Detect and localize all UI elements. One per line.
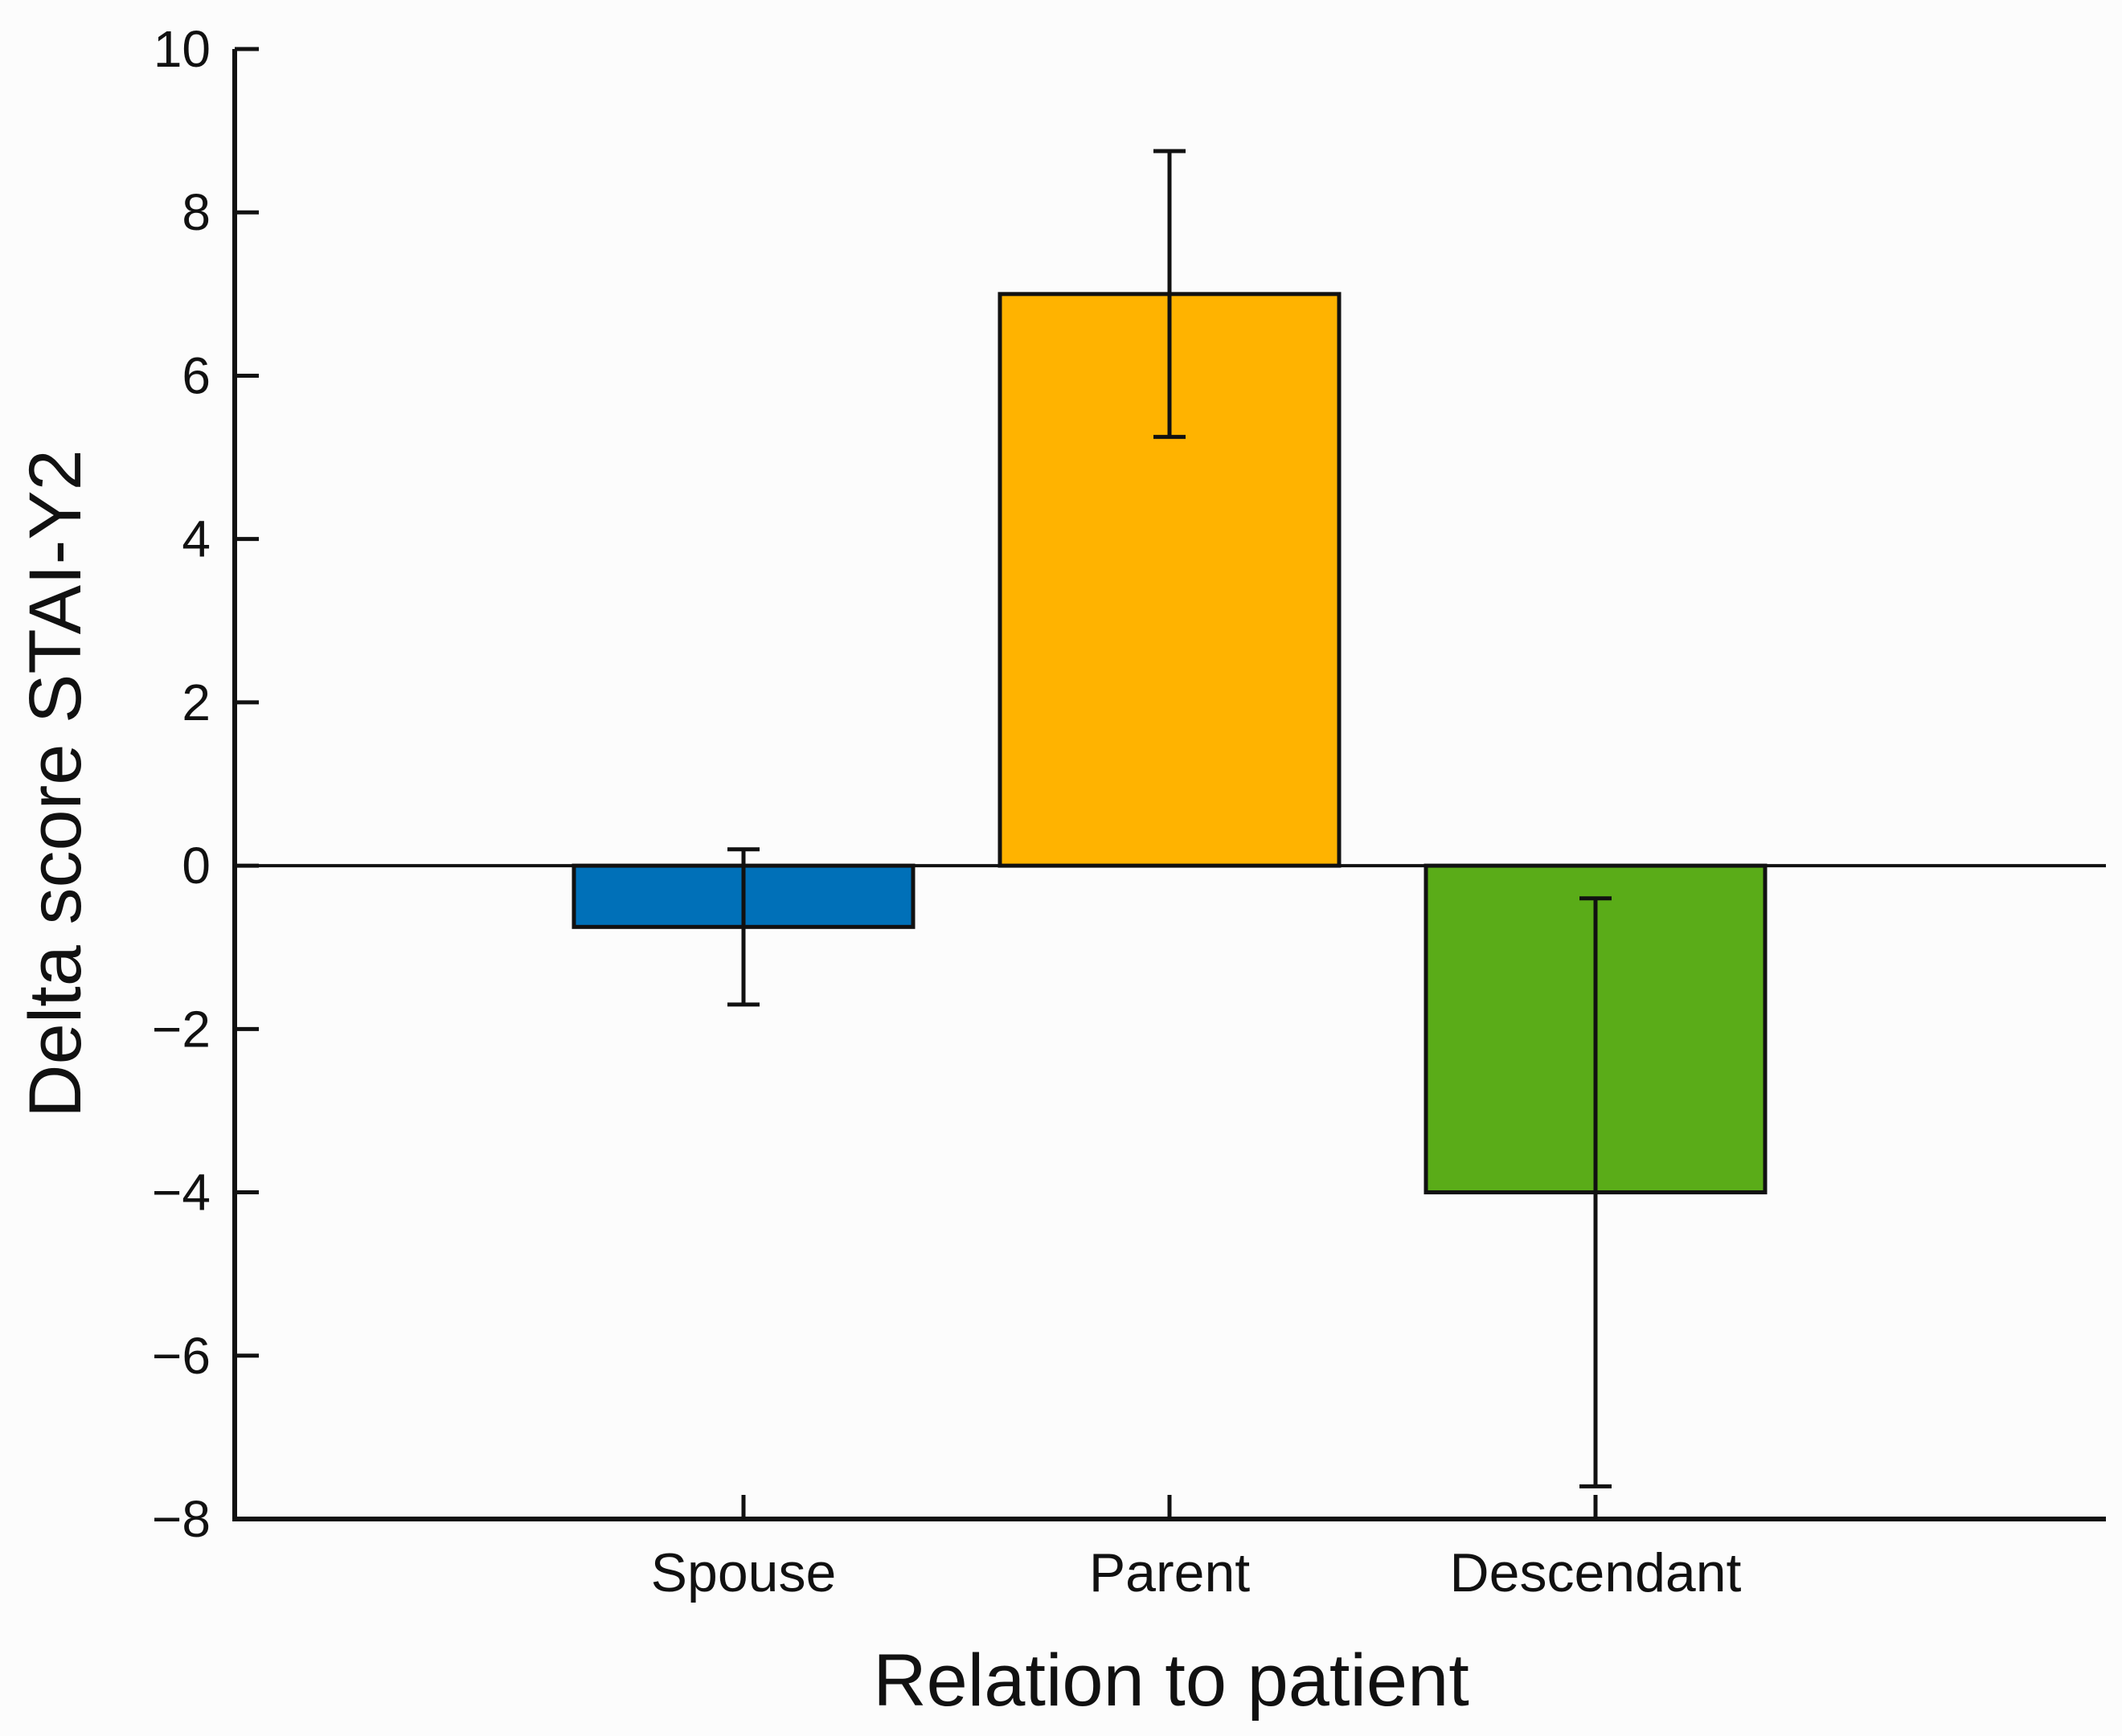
y-tick-label: −8: [152, 1490, 211, 1548]
y-tick-label: −4: [152, 1164, 211, 1222]
error-bar-descendant: [1579, 896, 1612, 1488]
y-tick-label: 0: [182, 837, 211, 895]
y-tick-label: 6: [182, 346, 211, 404]
x-axis-ticks: Spouse Parent Descendant: [651, 1495, 1742, 1603]
x-axis-title: Relation to patient: [873, 1640, 1469, 1722]
error-bar-parent: [1153, 149, 1186, 440]
y-tick-label: −6: [152, 1327, 211, 1385]
error-bar-spouse: [727, 847, 760, 1007]
y-tick-label: 10: [154, 20, 211, 78]
y-tick-label: 8: [182, 183, 211, 241]
y-tick-label: 2: [182, 674, 211, 731]
y-axis-ticks: 10 8 6 4 2 0 −2 −4 −6 −8: [152, 20, 259, 1548]
error-bars: [727, 149, 1612, 1488]
axes-frame: [232, 49, 2106, 1521]
x-tick-label-parent: Parent: [1089, 1542, 1250, 1603]
y-tick-label: −2: [152, 1000, 211, 1058]
y-tick-label: 4: [182, 510, 211, 568]
x-tick-label-descendant: Descendant: [1450, 1542, 1742, 1603]
y-axis-title: Delta score STAI-Y2: [14, 449, 96, 1118]
x-tick-label-spouse: Spouse: [651, 1542, 837, 1603]
